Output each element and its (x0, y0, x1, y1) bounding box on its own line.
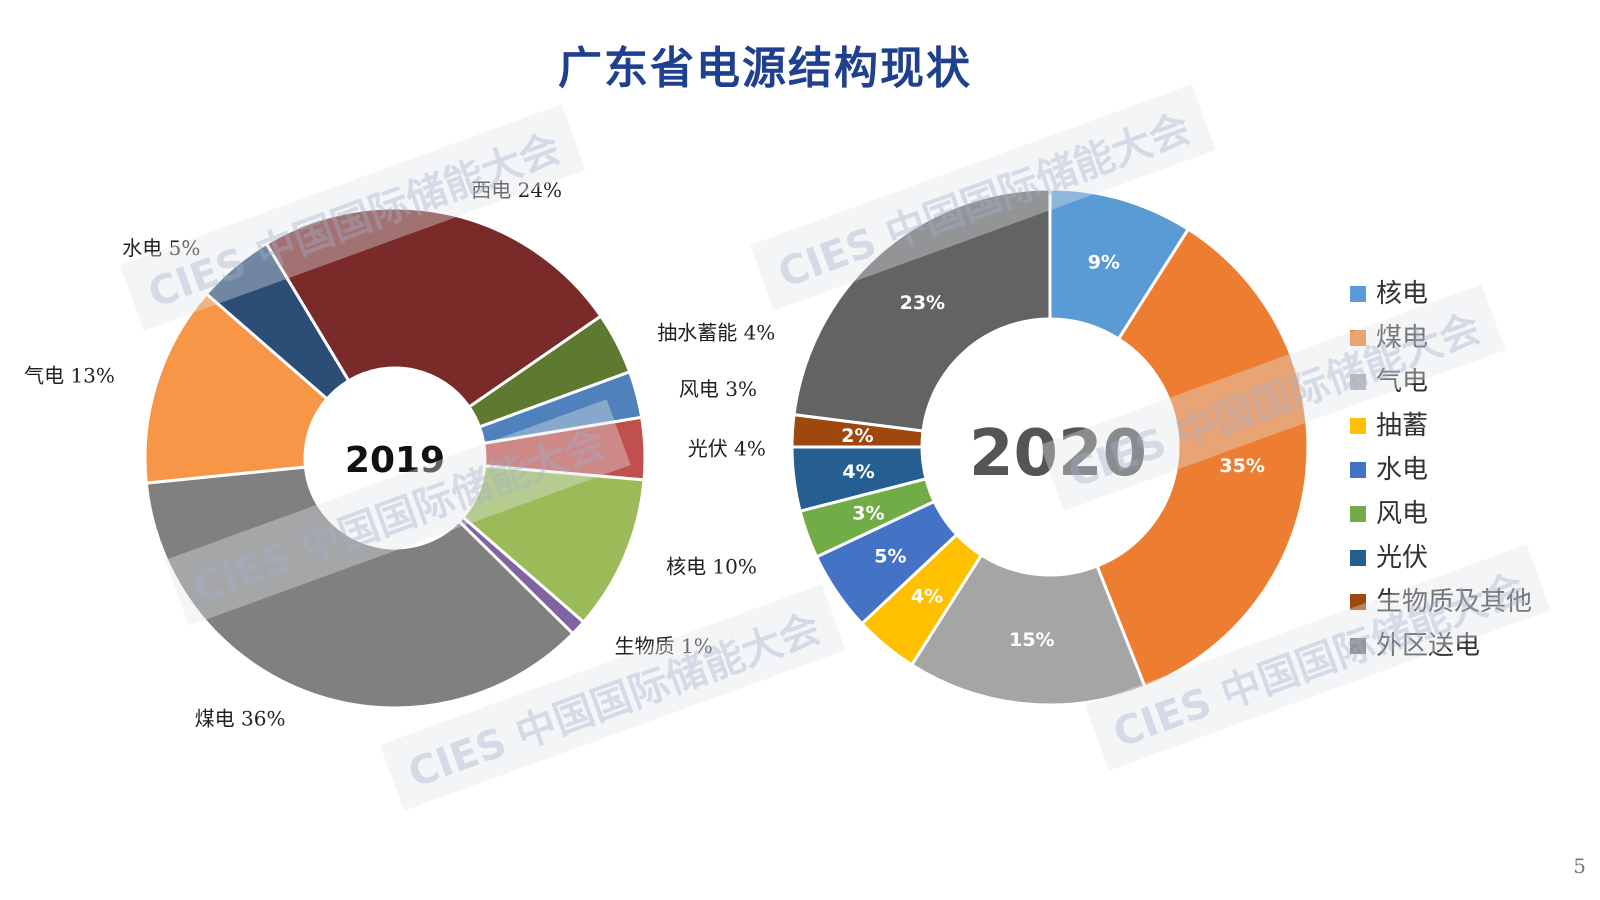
slice-2019-e6b0b4e794b5 (204, 241, 351, 402)
legend-label-e6b0b4e794b5: 水电 (1376, 455, 1428, 485)
center-label-2019: 2019 (345, 440, 445, 481)
slice-label-2020-e68abde89384: 4% (911, 586, 943, 608)
center-label-2020: 2020 (969, 417, 1147, 491)
slice-2019-e8a5bfe794b5 (264, 206, 603, 410)
slice-label-2020-e6b094e794b5: 15% (1009, 629, 1054, 651)
legend-label-e58589e4bc8f: 光伏 (1376, 543, 1428, 573)
legend-label-e785a4e794b5: 煤电 (1376, 323, 1428, 353)
legend-swatch-e6b094e794b5 (1350, 374, 1366, 390)
legend-label-e6a0b8e794b5: 核电 (1376, 279, 1428, 309)
slice-label-2019-e9a38ee794b5: 风电 3% (679, 377, 757, 401)
legend-swatch-e68abde89384 (1350, 418, 1366, 434)
legend-swatch-e5a496e58cbae98081e794b5 (1350, 638, 1366, 654)
legend-label-e9a38ee794b5: 风电 (1376, 499, 1428, 529)
legend-swatch-e6b0b4e794b5 (1350, 462, 1366, 478)
slice-2020-e5a496e58cbae98081e794b5 (792, 187, 1052, 433)
legend-label-e5a496e58cbae98081e794b5: 外区送电 (1376, 631, 1480, 661)
slice-label-2020-e9a38ee794b5: 3% (852, 502, 884, 524)
page-number: 5 (1573, 854, 1586, 878)
legend-swatch-e785a4e794b5 (1350, 330, 1366, 346)
slice-label-2019-e8a5bfe794b5: 西电 24% (471, 178, 562, 202)
legend-label-e7949fe789a9e8b4a8e58f8ae585b6e4bb96: 生物质及其他 (1376, 587, 1532, 617)
slice-label-2019-e58589e4bc8f: 光伏 4% (688, 437, 766, 461)
page-title: 广东省电源结构现状 (558, 43, 972, 94)
legend-swatch-e58589e4bc8f (1350, 550, 1366, 566)
slice-label-2020-e7949fe789a9e8b4a8e58f8ae585b6e4bb96: 2% (841, 425, 873, 447)
slice-label-2020-e6b0b4e794b5: 5% (874, 545, 906, 567)
slice-label-2019-e785a4e794b5: 煤电 36% (195, 706, 286, 730)
legend-swatch-e7949fe789a9e8b4a8e58f8ae585b6e4bb96 (1350, 594, 1366, 610)
legend-label-e6b094e794b5: 气电 (1376, 367, 1428, 397)
slice-label-2020-e6a0b8e794b5: 9% (1088, 252, 1120, 274)
slice-label-2020-e785a4e794b5: 35% (1219, 455, 1264, 477)
donut-hole-2019 (306, 369, 484, 547)
slice-2020-e785a4e794b5 (1095, 227, 1310, 689)
legend-swatch-e6a0b8e794b5 (1350, 286, 1366, 302)
slice-label-2019-e6b094e794b5: 气电 13% (24, 364, 115, 388)
slice-label-2019-e6a0b8e794b5: 核电 10% (666, 555, 757, 579)
slice-2019-e6b094e794b5 (143, 291, 330, 485)
slice-2019-e785a4e794b5 (144, 465, 576, 710)
slice-label-2020-e5a496e58cbae98081e794b5: 23% (900, 292, 945, 314)
slice-label-2019-e7949fe789a9e8b4a8: 生物质 1% (615, 634, 713, 658)
slice-label-2019-e6b0b4e794b5: 水电 5% (122, 236, 200, 260)
legend-label-e68abde89384: 抽蓄 (1376, 411, 1428, 441)
legend-swatch-e9a38ee794b5 (1350, 506, 1366, 522)
slice-label-2020-e58589e4bc8f: 4% (842, 461, 874, 483)
slice-2020-e6b094e794b5 (909, 553, 1147, 707)
slice-label-2019-e68abde6b0b4e89384e883bd: 抽水蓄能 4% (657, 321, 775, 345)
